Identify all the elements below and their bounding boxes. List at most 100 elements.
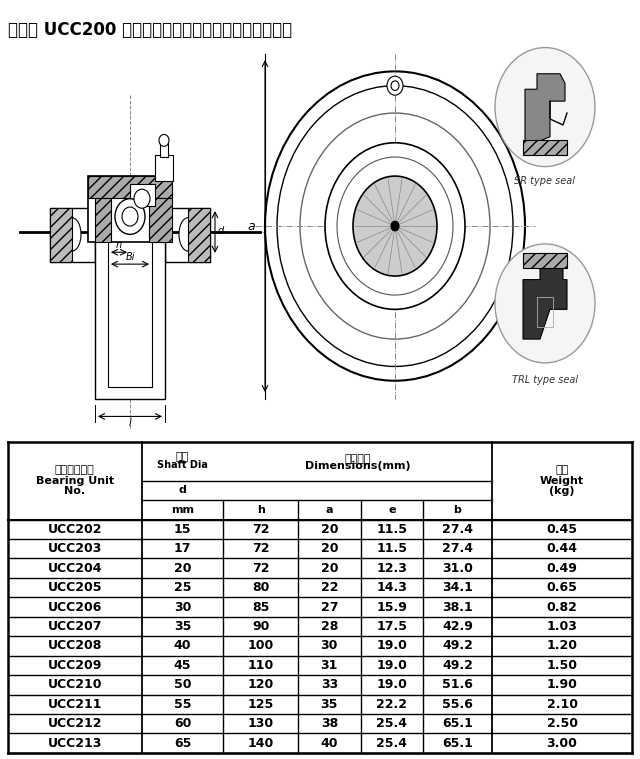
Circle shape: [265, 71, 525, 381]
Text: 22.2: 22.2: [376, 698, 407, 711]
Text: 27.4: 27.4: [442, 542, 473, 556]
Text: UCC204: UCC204: [47, 562, 102, 575]
Text: 140: 140: [248, 737, 274, 750]
Text: 重量: 重量: [556, 465, 569, 475]
Ellipse shape: [179, 218, 197, 251]
Circle shape: [159, 134, 169, 146]
Text: mm: mm: [171, 505, 194, 515]
Bar: [130, 184, 155, 206]
Text: 外型尺寸: 外型尺寸: [344, 454, 371, 465]
Text: 0.49: 0.49: [547, 562, 577, 575]
Circle shape: [134, 189, 150, 208]
Text: Bearing Unit: Bearing Unit: [36, 476, 114, 486]
Text: Shaft Dia: Shaft Dia: [157, 460, 208, 470]
Bar: [523, 140, 567, 155]
Text: 15: 15: [174, 523, 191, 536]
Text: 3.00: 3.00: [547, 737, 577, 750]
Text: 125: 125: [248, 698, 274, 711]
Text: 25: 25: [174, 581, 191, 594]
Text: UCC208: UCC208: [47, 639, 102, 653]
Circle shape: [495, 48, 595, 166]
Text: UCC202: UCC202: [47, 523, 102, 536]
Bar: [108, 232, 152, 386]
Text: 40: 40: [321, 737, 338, 750]
Polygon shape: [523, 266, 567, 339]
Text: 25.4: 25.4: [376, 717, 407, 730]
Text: UCC203: UCC203: [47, 542, 102, 556]
Text: 28: 28: [321, 620, 338, 633]
Text: 31: 31: [321, 659, 338, 672]
Text: 0.82: 0.82: [547, 600, 577, 613]
Bar: [149, 197, 172, 241]
Text: 120: 120: [248, 679, 274, 691]
Bar: [155, 155, 173, 181]
Text: 17: 17: [174, 542, 191, 556]
Circle shape: [337, 157, 453, 295]
Text: 1.50: 1.50: [547, 659, 577, 672]
Circle shape: [391, 81, 399, 90]
Text: 1.03: 1.03: [547, 620, 577, 633]
Text: 42.9: 42.9: [442, 620, 473, 633]
Bar: [160, 143, 168, 157]
Text: UCC213: UCC213: [47, 737, 102, 750]
Text: 11.5: 11.5: [376, 542, 407, 556]
Text: 65.1: 65.1: [442, 717, 473, 730]
Text: 19.0: 19.0: [376, 659, 407, 672]
Text: 33: 33: [321, 679, 338, 691]
Text: 25.4: 25.4: [376, 737, 407, 750]
Bar: [88, 176, 172, 197]
Text: 12.3: 12.3: [376, 562, 407, 575]
Text: No.: No.: [64, 487, 85, 496]
Text: SR type seal: SR type seal: [515, 176, 575, 186]
Text: Dimensions(mm): Dimensions(mm): [305, 461, 410, 471]
Text: 90: 90: [252, 620, 269, 633]
Text: 130: 130: [248, 717, 274, 730]
Text: 31.0: 31.0: [442, 562, 473, 575]
Polygon shape: [50, 208, 95, 262]
Text: 30: 30: [174, 600, 191, 613]
Circle shape: [122, 207, 138, 226]
Bar: [95, 197, 111, 241]
Text: b: b: [454, 505, 461, 515]
Text: 19.0: 19.0: [376, 679, 407, 691]
Text: 20: 20: [321, 562, 338, 575]
Text: 65.1: 65.1: [442, 737, 473, 750]
Text: 20: 20: [174, 562, 191, 575]
Bar: [95, 220, 165, 398]
Circle shape: [391, 222, 399, 231]
Text: 38: 38: [321, 717, 338, 730]
Text: 72: 72: [252, 523, 269, 536]
Text: 38.1: 38.1: [442, 600, 473, 613]
Text: 30: 30: [321, 639, 338, 653]
Text: 35: 35: [321, 698, 338, 711]
Circle shape: [300, 113, 490, 339]
Text: n: n: [116, 240, 122, 250]
Text: Bi: Bi: [125, 252, 135, 262]
Ellipse shape: [63, 218, 81, 251]
Polygon shape: [525, 74, 565, 143]
Text: 72: 72: [252, 562, 269, 575]
Text: d: d: [218, 226, 224, 236]
Text: 2.10: 2.10: [547, 698, 577, 711]
Text: UCC210: UCC210: [47, 679, 102, 691]
Text: 轴径: 轴径: [176, 452, 189, 462]
Circle shape: [325, 143, 465, 310]
Text: 65: 65: [174, 737, 191, 750]
Text: 80: 80: [252, 581, 269, 594]
Text: UCC207: UCC207: [47, 620, 102, 633]
Text: 1.20: 1.20: [547, 639, 577, 653]
Circle shape: [353, 176, 437, 276]
Text: 51.6: 51.6: [442, 679, 473, 691]
Circle shape: [387, 76, 403, 95]
Text: 带座轴承型号: 带座轴承型号: [55, 465, 95, 475]
Text: 14.3: 14.3: [376, 581, 407, 594]
Text: 27: 27: [321, 600, 338, 613]
Text: UCC205: UCC205: [47, 581, 102, 594]
Circle shape: [495, 244, 595, 363]
Text: 0.44: 0.44: [547, 542, 577, 556]
Bar: [88, 176, 172, 241]
Text: 11.5: 11.5: [376, 523, 407, 536]
Text: 85: 85: [252, 600, 269, 613]
Text: UCC211: UCC211: [47, 698, 102, 711]
Text: UCC206: UCC206: [47, 600, 102, 613]
